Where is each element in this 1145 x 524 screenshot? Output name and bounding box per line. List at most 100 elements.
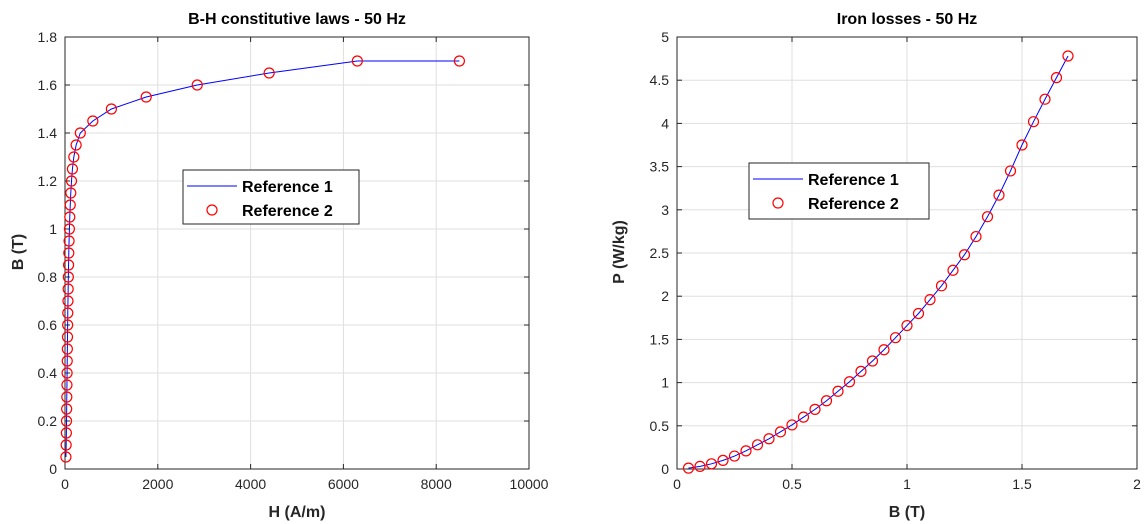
data-point [351,55,363,67]
data-point [61,331,74,343]
data-point [958,249,971,261]
data-point [774,426,787,438]
data-point [705,458,718,470]
data-point [820,395,833,407]
data-point [947,264,959,276]
chart-title: Iron losses - 50 Hz [837,11,978,28]
x-tick-label: 10000 [510,476,549,492]
y-tick-label: 1.8 [38,29,58,45]
y-tick-label: 5 [661,29,669,45]
legend-marker-icon [206,204,218,216]
y-axis-label: P (W/kg) [611,220,628,284]
data-point [61,367,73,379]
data-point [889,332,902,344]
chart-iron-losses: Iron losses - 50 Hz B (T) P (W/kg) 0 0.5 1… [611,11,1141,521]
data-point [61,343,73,355]
data-point [797,411,810,423]
data-point [63,247,75,259]
data-point [62,319,74,331]
data-point [263,67,275,79]
data-point [61,355,73,367]
y-tick-label: 0 [661,461,669,477]
legend-label: Reference 1 [242,179,333,196]
y-tick-label: 1.4 [38,125,58,141]
data-point [70,139,82,151]
y-tick-label: 3 [661,202,669,218]
chart-bh-curve: B-H constitutive laws - 50 Hz H (A/m) B … [10,11,549,521]
x-tick-label: 2000 [142,476,173,492]
data-point [453,55,465,67]
data-point [1004,165,1017,177]
legend-label: Reference 2 [808,196,899,213]
data-point [74,127,86,139]
data-point [62,295,74,307]
data-point [87,115,99,127]
series-line-reference-1 [65,60,460,458]
x-axis-label: H (A/m) [269,504,326,521]
data-point [1016,139,1028,151]
legend-box [748,162,930,220]
data-point [60,451,72,463]
x-tick-label: 4000 [235,476,266,492]
data-point [1050,72,1063,84]
data-point [751,439,764,451]
series-markers-reference-2 [682,50,1074,474]
data-point [63,235,75,247]
legend: Reference 1 Reference 2 [182,169,360,225]
data-point [728,450,741,462]
axes-box [64,36,530,470]
data-point [832,385,844,397]
y-tick-label: 0.8 [38,269,58,285]
data-point [809,403,821,415]
y-tick-label: 0.4 [38,365,58,381]
x-tick-label: 8000 [421,476,452,492]
plot-area [65,37,529,469]
legend-marker-icon [772,197,784,209]
y-tick-label: 0.5 [650,418,670,434]
data-point [66,163,79,175]
data-point [1039,93,1051,105]
x-tick-label: 1 [903,476,911,492]
x-tick-label: 0 [61,476,69,492]
data-point [763,433,775,445]
x-tick-label: 6000 [328,476,359,492]
data-point [740,445,752,457]
data-point [60,415,73,427]
data-point [912,307,925,320]
data-point [62,259,75,271]
y-tick-label: 0.6 [38,317,58,333]
data-point [694,460,706,473]
data-point [970,230,982,243]
data-point [981,211,994,223]
y-tick-label: 1.2 [38,173,58,189]
data-point [62,283,74,295]
data-point [68,151,80,163]
data-point [843,376,856,388]
data-point [191,79,203,91]
y-tick-label: 2 [661,288,669,304]
y-tick-label: 1.6 [38,77,58,93]
chart-title: B-H constitutive laws - 50 Hz [188,11,406,28]
data-point [866,355,879,367]
data-point [717,454,729,466]
data-point [64,211,76,223]
y-tick-label: 1.5 [650,331,670,347]
data-point [61,391,73,403]
data-point [935,280,948,292]
data-point [855,365,867,377]
series-markers-reference-2 [60,55,465,463]
y-tick-label: 0.2 [38,413,58,429]
y-tick-label: 4.5 [650,72,670,88]
data-point [993,189,1005,201]
data-point [1062,50,1074,62]
data-point [61,403,73,415]
data-point [878,344,890,356]
x-tick-label: 2 [1133,476,1141,492]
data-point [62,307,74,319]
x-tick-label: 1.5 [1012,476,1032,492]
data-point [63,223,76,235]
data-point [924,294,936,306]
x-tick-label: 0 [673,476,681,492]
data-point [65,187,77,199]
x-axis-label: B (T) [889,504,925,521]
